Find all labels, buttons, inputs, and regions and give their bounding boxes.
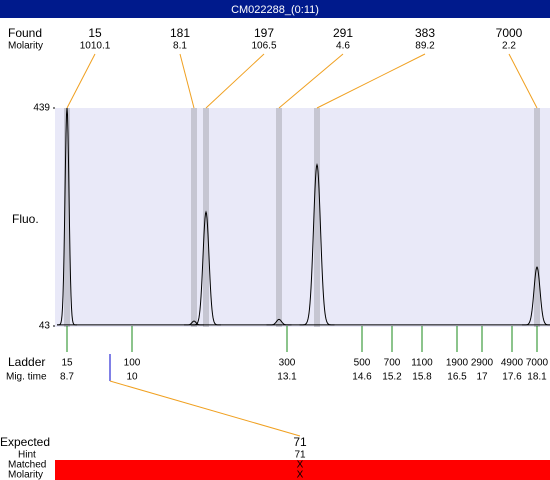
ladder-size: 700 [384, 358, 401, 369]
trace-peak [191, 210, 221, 326]
found-band [64, 108, 70, 327]
trace-peak [299, 162, 335, 326]
plot-area [55, 108, 550, 327]
ladder-time: 18.1 [527, 372, 547, 383]
found-size: 181 [170, 26, 190, 40]
matched-label: Matched [8, 460, 46, 471]
molarity-label: Molarity [8, 41, 43, 52]
ladder-time: 10 [126, 372, 138, 383]
matched-bar [55, 460, 550, 480]
hint-value: 71 [294, 450, 306, 461]
found-molarity: 4.6 [336, 41, 350, 52]
found-band [534, 108, 540, 327]
ladder-size: 7000 [526, 358, 549, 369]
found-size: 7000 [496, 26, 523, 40]
found-connector [205, 53, 265, 109]
found-connector [316, 53, 426, 109]
y-tick-label: 43 [39, 321, 51, 332]
trace-peak [184, 320, 204, 326]
found-band [276, 108, 282, 327]
ladder-label: Ladder [8, 355, 45, 369]
ladder-size: 1100 [411, 358, 433, 369]
found-band [203, 108, 209, 327]
trace-peak [522, 266, 550, 326]
found-label: Found [8, 26, 42, 40]
ladder-time: 17 [476, 372, 488, 383]
ladder-size: 4900 [501, 358, 524, 369]
ladder-time: 15.8 [412, 372, 432, 383]
ladder-size: 1900 [446, 358, 469, 369]
found-molarity: 106.5 [251, 41, 276, 52]
found-size: 197 [254, 26, 274, 40]
expected-molarity-value: X [297, 470, 304, 480]
ladder-time: 16.5 [447, 372, 467, 383]
found-connector [179, 53, 195, 109]
ladder-size: 300 [279, 358, 296, 369]
found-band [314, 108, 320, 327]
ladder-size: 2900 [471, 358, 494, 369]
trace-peak [266, 318, 292, 326]
title: CM022288_(0:11) [231, 4, 319, 16]
found-molarity: 2.2 [502, 41, 516, 52]
ladder-size: 15 [61, 358, 73, 369]
expected-molarity-label: Molarity [8, 470, 43, 480]
expected-value: 71 [293, 435, 307, 449]
found-size: 15 [88, 26, 102, 40]
mig-time-label: Mig. time [6, 372, 47, 383]
found-molarity: 89.2 [415, 41, 435, 52]
expected-label: Expected [0, 435, 50, 449]
found-connector [508, 53, 538, 109]
ladder-size: 500 [354, 358, 371, 369]
found-connector [66, 53, 96, 109]
found-connector [278, 53, 344, 109]
found-size: 383 [415, 26, 435, 40]
expected-connector [109, 380, 301, 437]
hint-label: Hint [18, 450, 36, 461]
y-axis-label: Fluo. [12, 212, 39, 226]
found-size: 291 [333, 26, 353, 40]
ladder-time: 8.7 [60, 372, 74, 383]
ladder-time: 15.2 [382, 372, 402, 383]
y-tick-label: 439 [33, 103, 50, 114]
title-bar [0, 0, 550, 18]
ladder-time: 13.1 [277, 372, 297, 383]
ladder-time: 17.6 [502, 372, 522, 383]
found-molarity: 8.1 [173, 41, 187, 52]
found-band [191, 108, 197, 327]
found-molarity: 1010.1 [80, 41, 111, 52]
ladder-time: 14.6 [352, 372, 372, 383]
matched-value: X [297, 460, 304, 471]
trace-peak [57, 107, 77, 326]
ladder-size: 100 [124, 358, 141, 369]
